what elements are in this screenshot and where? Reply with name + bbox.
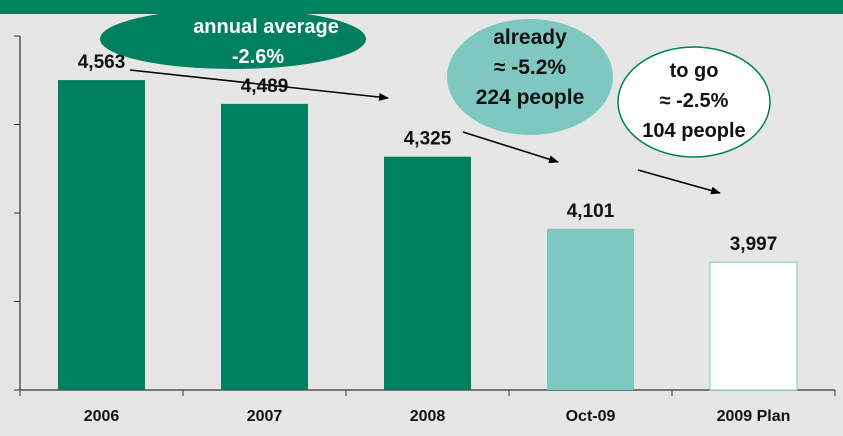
- already-percent: ≈ -5.2%: [494, 56, 567, 79]
- already-bubble: already ≈ -5.2% 224 people: [447, 19, 613, 135]
- bar-2009-plan: [709, 261, 798, 391]
- y-ticks: [14, 35, 20, 391]
- trend-arrow-2: [462, 131, 559, 164]
- annual-average-value: -2.6%: [232, 46, 284, 68]
- to-go-percent: ≈ -2.5%: [660, 90, 729, 112]
- annual-average-bubble: annual average -2.6%: [100, 9, 366, 69]
- category-label: 2008: [410, 408, 446, 425]
- value-label: 4,489: [241, 76, 289, 97]
- annual-average-ellipse: [100, 9, 366, 69]
- bar-2006: [58, 80, 145, 391]
- category-labels-group: 2006 2007 2008 Oct-09 2009 Plan: [84, 408, 791, 425]
- value-label: 4,325: [404, 129, 452, 150]
- value-label: 3,997: [730, 234, 778, 255]
- value-labels-group: 4,563 4,489 4,325 4,101 3,997: [78, 52, 778, 255]
- bar-2007: [221, 103, 308, 391]
- already-people: 224 people: [476, 86, 585, 109]
- to-go-label: to go: [670, 60, 719, 82]
- category-label: Oct-09: [566, 408, 616, 425]
- trend-arrow-3: [637, 169, 721, 195]
- bar-2008: [384, 156, 471, 390]
- value-label: 4,563: [78, 52, 126, 73]
- to-go-bubble: to go ≈ -2.5% 104 people: [617, 46, 771, 158]
- top-band: [0, 0, 843, 14]
- already-ellipse: [447, 19, 613, 135]
- category-label: 2009 Plan: [717, 408, 791, 425]
- category-label: 2006: [84, 408, 120, 425]
- annual-average-label: annual average: [193, 16, 339, 38]
- already-label: already: [493, 26, 567, 49]
- to-go-ellipse: [617, 46, 771, 158]
- category-label: 2007: [247, 408, 283, 425]
- x-ticks: [19, 390, 836, 396]
- bars-group: [58, 80, 798, 391]
- to-go-people: 104 people: [642, 120, 745, 142]
- trend-arrow-1: [129, 69, 389, 102]
- value-label: 4,101: [567, 201, 615, 222]
- bar-oct-09: [547, 228, 634, 390]
